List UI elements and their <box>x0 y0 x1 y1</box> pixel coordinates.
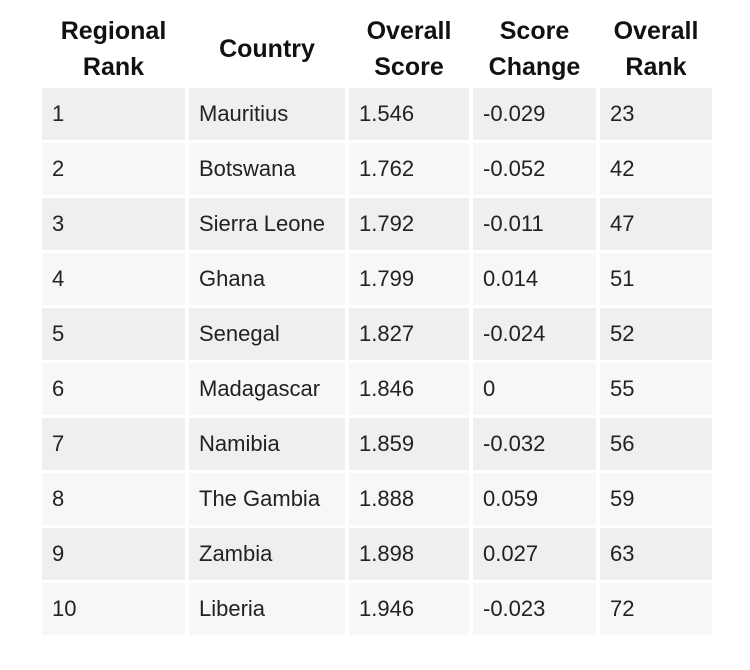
table-cell: Ghana <box>189 253 345 305</box>
table-cell: Mauritius <box>189 88 345 140</box>
table-row: 2 Botswana 1.762 -0.052 42 <box>42 143 712 195</box>
table-cell: Botswana <box>189 143 345 195</box>
table-cell: 59 <box>600 473 712 525</box>
table-cell: -0.024 <box>473 308 596 360</box>
table-cell: 1.546 <box>349 88 469 140</box>
table-cell: 0.027 <box>473 528 596 580</box>
table-cell: Namibia <box>189 418 345 470</box>
table-cell: Madagascar <box>189 363 345 415</box>
table-row: 8 The Gambia 1.888 0.059 59 <box>42 473 712 525</box>
table-cell: 1.846 <box>349 363 469 415</box>
table-cell: -0.029 <box>473 88 596 140</box>
table-row: 9 Zambia 1.898 0.027 63 <box>42 528 712 580</box>
table-row: 7 Namibia 1.859 -0.032 56 <box>42 418 712 470</box>
table-cell: 1.898 <box>349 528 469 580</box>
table-cell: 2 <box>42 143 185 195</box>
table-cell: 6 <box>42 363 185 415</box>
table-row: 5 Senegal 1.827 -0.024 52 <box>42 308 712 360</box>
table-cell: 10 <box>42 583 185 635</box>
table-cell: Liberia <box>189 583 345 635</box>
table-cell: 3 <box>42 198 185 250</box>
table-cell: 4 <box>42 253 185 305</box>
table-cell: -0.032 <box>473 418 596 470</box>
table-cell: -0.023 <box>473 583 596 635</box>
table-cell: 1.827 <box>349 308 469 360</box>
table-row: 3 Sierra Leone 1.792 -0.011 47 <box>42 198 712 250</box>
column-header: Score Change <box>473 13 596 85</box>
table-cell: 1.792 <box>349 198 469 250</box>
table-row: 4 Ghana 1.799 0.014 51 <box>42 253 712 305</box>
table-cell: 63 <box>600 528 712 580</box>
table-cell: 52 <box>600 308 712 360</box>
table-cell: 0.059 <box>473 473 596 525</box>
table-cell: -0.052 <box>473 143 596 195</box>
table-cell: 0 <box>473 363 596 415</box>
table-cell: 9 <box>42 528 185 580</box>
column-header: Overall Rank <box>600 13 712 85</box>
header-row: Regional Rank Country Overall Score Score C… <box>42 13 712 85</box>
table-cell: 1.859 <box>349 418 469 470</box>
table-cell: 42 <box>600 143 712 195</box>
column-header: Country <box>189 13 345 85</box>
table-cell: 56 <box>600 418 712 470</box>
table-cell: 7 <box>42 418 185 470</box>
table-cell: 51 <box>600 253 712 305</box>
column-header: Regional Rank <box>42 13 185 85</box>
table-cell: -0.011 <box>473 198 596 250</box>
table-cell: 1.799 <box>349 253 469 305</box>
table-cell: 0.014 <box>473 253 596 305</box>
table-cell: 1 <box>42 88 185 140</box>
table-cell: 23 <box>600 88 712 140</box>
table-row: 10 Liberia 1.946 -0.023 72 <box>42 583 712 635</box>
table-cell: 1.946 <box>349 583 469 635</box>
table-body: 1 Mauritius 1.546 -0.029 23 2 Botswana 1.762 -0.… <box>42 88 712 635</box>
rank-table: Regional Rank Country Overall Score Score C… <box>38 10 716 638</box>
table-cell: 1.762 <box>349 143 469 195</box>
table-cell: 47 <box>600 198 712 250</box>
table-cell: 72 <box>600 583 712 635</box>
table-cell: The Gambia <box>189 473 345 525</box>
table-cell: 5 <box>42 308 185 360</box>
table-cell: 55 <box>600 363 712 415</box>
table-cell: 8 <box>42 473 185 525</box>
table-row: 1 Mauritius 1.546 -0.029 23 <box>42 88 712 140</box>
table-cell: Sierra Leone <box>189 198 345 250</box>
table-row: 6 Madagascar 1.846 0 55 <box>42 363 712 415</box>
column-header: Overall Score <box>349 13 469 85</box>
table-cell: Zambia <box>189 528 345 580</box>
table-cell: 1.888 <box>349 473 469 525</box>
table-cell: Senegal <box>189 308 345 360</box>
